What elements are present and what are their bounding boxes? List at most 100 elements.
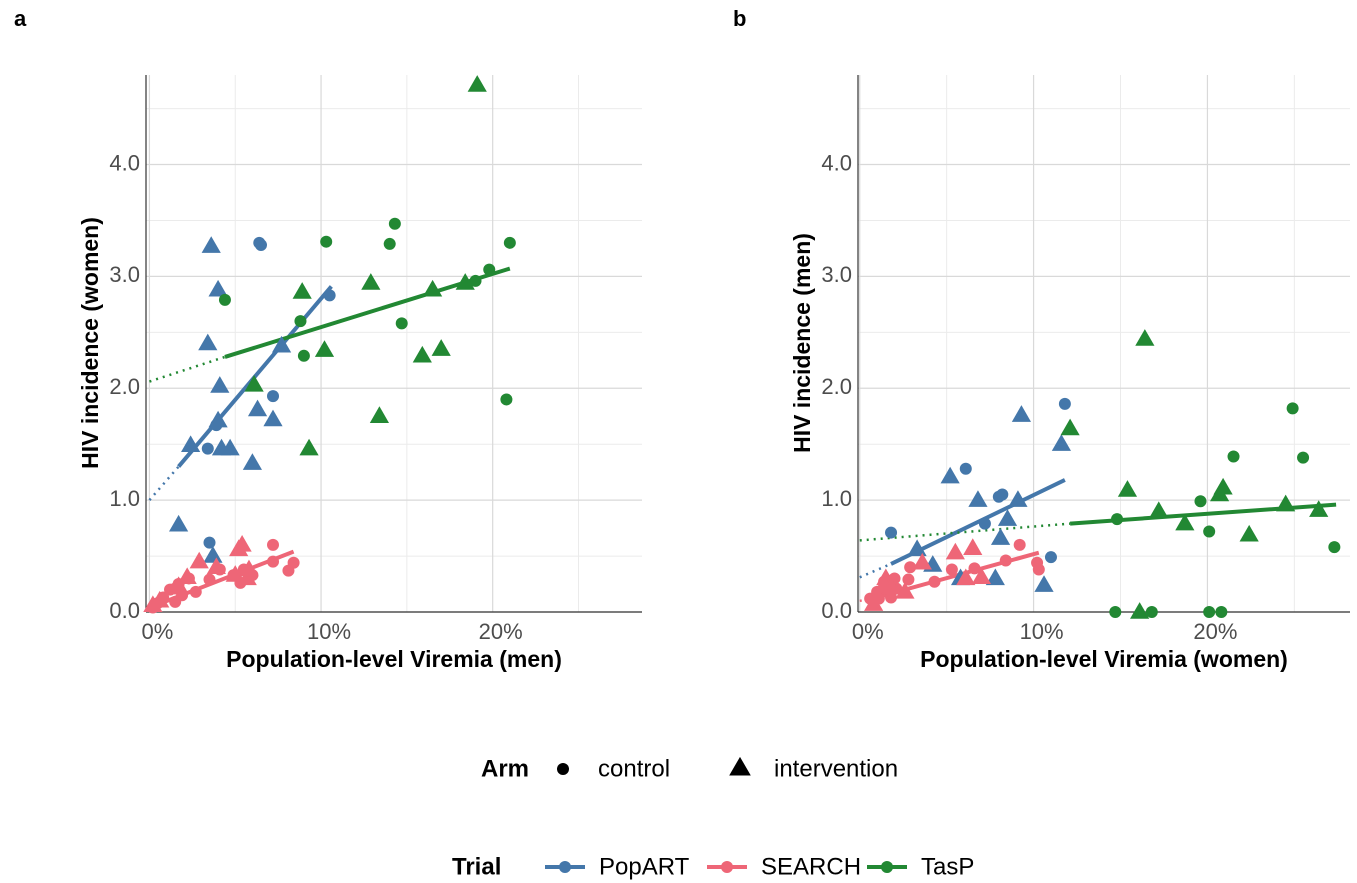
point [945, 563, 958, 576]
y-tick-label: 2.0 [821, 374, 852, 399]
point [1194, 495, 1207, 508]
point [895, 581, 915, 599]
y-tick-label: 0.0 [821, 598, 852, 623]
point [1175, 513, 1195, 531]
point [1203, 525, 1216, 538]
point [299, 438, 319, 456]
point [956, 568, 976, 586]
point [874, 575, 894, 592]
point [201, 236, 221, 253]
point [1109, 606, 1122, 618]
y-tick-label: 4.0 [109, 150, 140, 175]
point [959, 462, 972, 475]
point [323, 289, 336, 302]
legend-label: control [598, 755, 670, 782]
legend-key [721, 861, 733, 873]
trend-extension [859, 562, 892, 579]
legend-key [881, 861, 893, 873]
y-tick-label: 3.0 [821, 262, 852, 287]
point [254, 239, 267, 252]
point [1130, 602, 1150, 619]
point [968, 562, 981, 575]
point [201, 442, 214, 455]
point [1011, 405, 1032, 422]
point [1111, 513, 1124, 526]
trend-extension [148, 465, 180, 501]
point [1058, 397, 1071, 410]
x-tick-label: 0% [142, 619, 174, 644]
panel-label: b [733, 6, 746, 31]
point [1276, 494, 1296, 512]
y-tick-label: 1.0 [821, 486, 852, 511]
point [1135, 329, 1155, 346]
point [267, 390, 280, 403]
point [208, 410, 228, 428]
point [978, 517, 991, 530]
legend-label: PopART [599, 853, 690, 880]
point [467, 75, 487, 92]
point [912, 552, 932, 570]
point [242, 453, 263, 470]
legend-marker [729, 756, 751, 776]
point [1213, 477, 1233, 495]
point [1032, 563, 1045, 576]
point [423, 279, 443, 297]
point [1060, 418, 1080, 436]
point [1227, 450, 1240, 463]
point [990, 528, 1011, 545]
legend-marker [557, 763, 569, 775]
x-tick-label: 10% [1020, 619, 1064, 644]
point [500, 393, 513, 406]
point [198, 333, 218, 351]
point [412, 345, 432, 363]
legend: Arm control intervention Trial PopART SEARCH T… [452, 755, 974, 880]
point [1145, 606, 1158, 618]
point [232, 534, 252, 552]
point [1013, 538, 1026, 551]
panel: b 0% 10% 20% 0.0 1.0 2.0 3.0 4.0 Population-level… [733, 6, 1350, 672]
point [206, 557, 226, 574]
point [388, 217, 401, 230]
legend-title: Arm [481, 755, 529, 782]
point [150, 590, 170, 608]
point [203, 546, 223, 563]
point [189, 551, 209, 569]
point [1286, 402, 1299, 415]
legend-label: TasP [921, 853, 974, 880]
point [244, 374, 264, 392]
point [1008, 490, 1028, 507]
point [1239, 524, 1259, 542]
point [239, 559, 259, 577]
point [971, 567, 992, 585]
point [1149, 501, 1169, 519]
point [169, 576, 189, 593]
point [455, 273, 475, 290]
point [294, 315, 307, 328]
point [431, 339, 451, 356]
trend-extension [859, 522, 1071, 542]
point [907, 539, 927, 557]
point [1203, 606, 1216, 618]
point [864, 594, 884, 611]
point [503, 236, 516, 249]
point [928, 575, 941, 588]
point [271, 335, 292, 353]
point [996, 488, 1009, 501]
y-tick-label: 4.0 [821, 150, 852, 175]
point [1297, 451, 1310, 464]
trend-line [1069, 502, 1337, 526]
point [263, 409, 283, 427]
point [963, 538, 983, 555]
point [1044, 551, 1057, 564]
y-tick-label: 1.0 [109, 486, 140, 511]
point [483, 263, 496, 276]
panel: a 0% 10% 20% 0.0 1.0 2.0 3.0 4.0 Population-level… [14, 6, 642, 672]
point [1034, 575, 1054, 592]
point [968, 490, 988, 507]
x-tick-label: 0% [852, 619, 884, 644]
legend-label: SEARCH [761, 853, 861, 880]
point [247, 399, 268, 417]
point [904, 561, 917, 574]
point [997, 509, 1018, 526]
